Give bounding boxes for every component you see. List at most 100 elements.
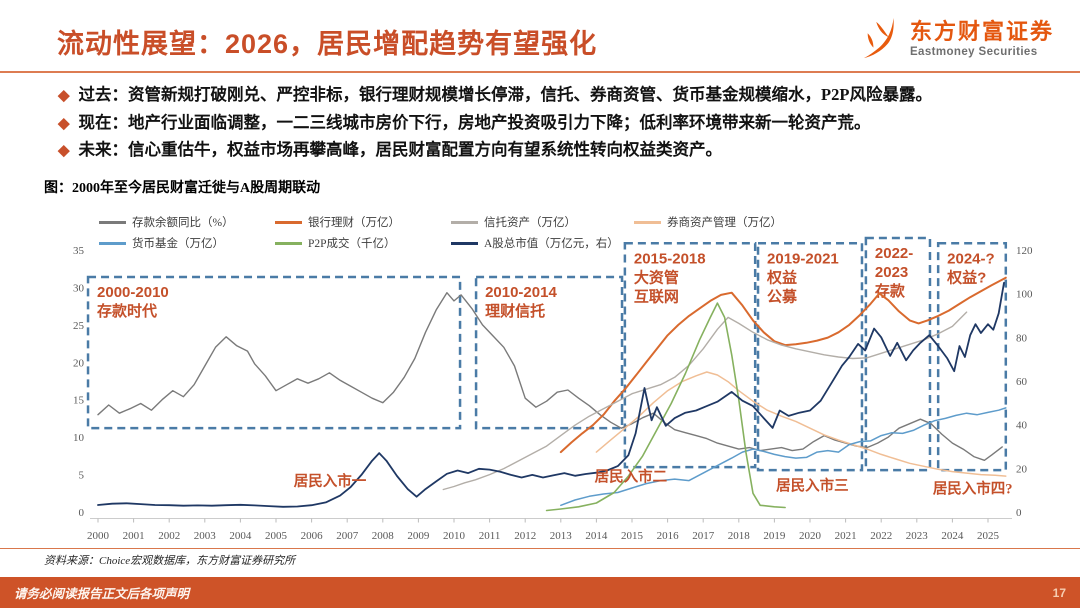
legend-swatch — [451, 241, 478, 245]
x-tick-label: 2016 — [657, 530, 680, 542]
era-label-4: 2022-2023 存款 — [875, 245, 913, 300]
x-tick-label: 2007 — [336, 530, 359, 542]
source-note: 资料来源：Choice宏观数据库，东方财富证券研究所 — [44, 555, 296, 567]
footer-disclaimer: 请务必阅读报告正文后各项声明 — [14, 587, 190, 601]
y-right-tick-label: 40 — [1016, 420, 1028, 432]
y-right-tick-label: 80 — [1016, 332, 1028, 344]
legend-item-4: 货币基金（万亿） — [99, 235, 224, 251]
bullet-item: ◆ 未来：信心重估牛，权益市场再攀高峰，居民财富配置方向有望系统性转向权益类资产。 — [58, 137, 1048, 165]
footer-divider — [0, 548, 1080, 549]
wealth-migration-chart: 2000 2001 2002 2003 2004 2005 2006 2007 2008 2009… — [73, 236, 1033, 542]
series-line-3 — [595, 371, 1007, 477]
eastmoney-logo-icon — [863, 18, 894, 59]
x-tick-label: 2021 — [835, 530, 857, 542]
legend-swatch — [451, 220, 478, 224]
era-label-1: 2010-2014 理财信托 — [485, 284, 557, 320]
y-left-tick-label: 15 — [73, 395, 85, 407]
y-left-tick-label: 0 — [79, 507, 85, 519]
x-tick-label: 2005 — [265, 530, 288, 542]
y-left-tick-label: 10 — [73, 432, 85, 444]
entry-label-1: 居民入市二 — [595, 467, 668, 485]
era-box-2 — [623, 242, 757, 469]
x-tick-label: 2012 — [514, 530, 536, 542]
legend-swatch — [99, 220, 126, 224]
bullet-item: ◆ 现在：地产行业面临调整，一二三线城市房价下行，房地产投资吸引力下降；低利率环境… — [58, 110, 1048, 138]
x-tick-label: 2008 — [372, 530, 395, 542]
bullet-item: ◆ 过去：资管新规打破刚兑、严控非标，银行理财规模增长停滞，信托、券商资管、货币基… — [58, 82, 1048, 110]
logo-text-en: Eastmoney Securities — [909, 45, 1038, 58]
x-tick-label: 2006 — [301, 530, 324, 542]
series-line-1 — [559, 276, 1007, 454]
y-right-tick-label: 60 — [1016, 376, 1028, 388]
legend-label: 信托资产（万亿） — [484, 217, 576, 229]
entry-label-3: 居民入市四? — [933, 479, 1013, 497]
x-tick-label: 2013 — [550, 530, 573, 542]
logo-text-cn: 东方财富证券 — [909, 18, 1054, 44]
era-box-0 — [86, 275, 462, 430]
x-tick-label: 2025 — [977, 530, 1000, 542]
eastmoney-logo: 东方财富证券 Eastmoney Securities — [861, 16, 1054, 62]
x-tick-label: 2003 — [194, 530, 217, 542]
era-label-3: 2019-2021 权益公募 — [766, 250, 839, 305]
legend-swatch — [275, 220, 302, 224]
legend-item-5: P2P成交（千亿） — [275, 235, 396, 251]
entry-label-2: 居民入市三 — [776, 476, 849, 494]
footer-bar: 请务必阅读报告正文后各项声明 17 — [0, 577, 1080, 608]
x-tick-label: 2024 — [941, 530, 964, 542]
x-tick-label: 2017 — [692, 530, 715, 542]
header-divider — [0, 71, 1080, 73]
legend-label: A股总市值（万亿元，右） — [484, 238, 619, 250]
diamond-bullet-icon: ◆ — [58, 115, 70, 132]
x-tick-label: 2018 — [728, 530, 751, 542]
series-line-4 — [560, 407, 1007, 507]
era-box-3 — [756, 242, 864, 472]
era-box-1 — [474, 275, 624, 430]
x-tick-label: 2001 — [123, 530, 145, 542]
legend-swatch — [99, 241, 126, 245]
legend-swatch — [275, 241, 302, 245]
figure-caption: 图：2000年至今居民财富迁徙与A股周期联动 — [44, 181, 321, 196]
y-right-tick-label: 120 — [1016, 245, 1033, 257]
x-tick-label: 2009 — [407, 530, 430, 542]
era-label-2: 2015-2018 大资管互联网 — [634, 250, 706, 305]
y-left-tick-label: 20 — [73, 357, 85, 369]
legend-item-0: 存款余额同比（%） — [99, 214, 234, 230]
legend-item-1: 银行理财（万亿） — [275, 214, 400, 230]
bullet-list: ◆ 过去：资管新规打破刚兑、严控非标，银行理财规模增长停滞，信托、券商资管、货币基… — [58, 82, 1048, 165]
page-title: 流动性展望：2026，居民增配趋势有望强化 — [57, 29, 598, 59]
legend-label: 货币基金（万亿） — [132, 238, 224, 250]
era-label-0: 2000-2010 存款时代 — [97, 284, 169, 320]
legend-swatch — [634, 220, 661, 224]
era-box-5 — [936, 242, 1008, 472]
y-right-tick-label: 20 — [1016, 463, 1028, 475]
diamond-bullet-icon: ◆ — [58, 143, 70, 159]
x-tick-label: 2014 — [585, 530, 608, 542]
x-tick-label: 2022 — [870, 530, 892, 542]
y-left-tick-label: 30 — [73, 282, 85, 294]
x-tick-label: 2010 — [443, 530, 466, 542]
bullet-text: 未来：信心重估牛，权益市场再攀高峰，居民财富配置方向有望系统性转向权益类资产。 — [78, 140, 723, 159]
chart-legend: 存款余额同比（%） 银行理财（万亿） 信托资产（万亿） 券商资产管理（万亿） 货币基金（… — [40, 212, 1045, 258]
page-number: 17 — [1052, 585, 1066, 600]
x-tick-label: 2000 — [87, 530, 110, 542]
era-box-4 — [864, 236, 932, 472]
diamond-bullet-icon: ◆ — [58, 88, 70, 104]
y-left-tick-label: 35 — [73, 245, 85, 257]
x-tick-label: 2002 — [158, 530, 180, 542]
x-tick-label: 2004 — [229, 530, 252, 542]
bullet-text: 现在：地产行业面临调整，一二三线城市房价下行，房地产投资吸引力下降；低利率环境带… — [78, 112, 871, 132]
x-tick-label: 2020 — [799, 530, 822, 542]
x-tick-label: 2019 — [763, 530, 786, 542]
x-tick-label: 2023 — [906, 530, 929, 542]
x-tick-label: 2015 — [621, 530, 644, 542]
series-line-6 — [97, 281, 1005, 508]
y-right-tick-label: 0 — [1016, 507, 1022, 519]
series-line-5 — [545, 302, 786, 512]
series-line-2 — [442, 311, 968, 491]
legend-label: 银行理财（万亿） — [308, 217, 400, 229]
era-label-5: 2024-?权益? — [946, 250, 995, 286]
legend-item-2: 信托资产（万亿） — [451, 214, 576, 230]
bullet-text: 过去：资管新规打破刚兑、严控非标，银行理财规模增长停滞，信托、券商资管、货币基金… — [78, 85, 932, 104]
legend-label: 存款余额同比（%） — [132, 217, 234, 229]
